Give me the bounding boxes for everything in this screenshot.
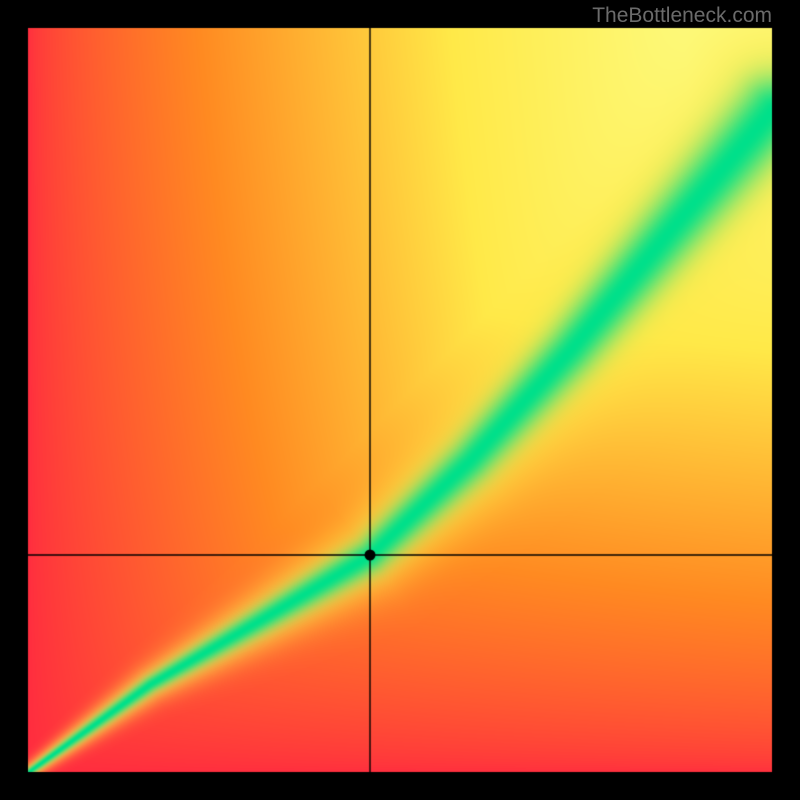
bottleneck-heatmap (0, 0, 800, 800)
watermark-text: TheBottleneck.com (592, 4, 772, 28)
chart-container: TheBottleneck.com (0, 0, 800, 800)
